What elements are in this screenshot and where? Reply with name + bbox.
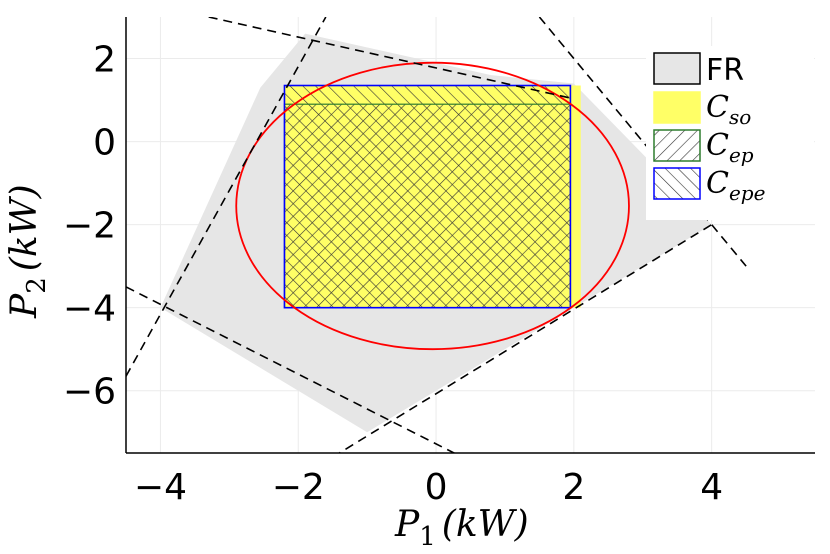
- x-tick-label-4: 4: [700, 467, 723, 508]
- legend-label-cso: Cso: [706, 90, 751, 129]
- legend: FR Cso Cep Cepe: [646, 46, 814, 220]
- plot-area: [126, 17, 747, 453]
- y-axis-label: P2 (kW): [4, 184, 52, 319]
- y-tick-label-2: −2: [63, 206, 116, 247]
- x-tick-label-0: −4: [134, 467, 187, 508]
- x-axis-label: P1 (kW): [394, 504, 529, 552]
- y-axis-label-main: P: [4, 293, 45, 319]
- legend-swatch-cep: [653, 129, 701, 162]
- y-axis-label-sub: 2: [22, 277, 52, 294]
- tick-labels: −4 −2 0 2 4 −6 −4 −2 0 2: [63, 40, 723, 508]
- boundary-line-4: [126, 17, 327, 377]
- x-tick-label-3: 2: [562, 467, 585, 508]
- boundary-line-0: [208, 17, 575, 100]
- boundary-line-2: [126, 286, 456, 453]
- x-tick-label-1: −2: [272, 467, 325, 508]
- y-axis-label-unit: (kW): [4, 184, 45, 271]
- x-axis-label-sub: 1: [419, 522, 436, 552]
- legend-label-fr: FR: [706, 53, 744, 88]
- y-tick-label-0: −6: [63, 372, 116, 413]
- axes: [125, 17, 815, 454]
- legend-swatch-fr: [653, 52, 701, 85]
- legend-swatch-cepe: [653, 167, 701, 200]
- y-tick-label-4: 2: [93, 40, 116, 81]
- rect-c-epe-outline: [283, 84, 572, 309]
- boundary-line-1: [538, 17, 747, 267]
- ellipse-boundary: [235, 61, 630, 351]
- legend-label-cep: Cep: [706, 128, 754, 167]
- rect-c-epe: [284, 85, 571, 308]
- x-tick-label-2: 0: [425, 467, 448, 508]
- y-tick-label-1: −4: [63, 289, 116, 330]
- y-tick-label-3: 0: [93, 123, 116, 164]
- x-axis-label-unit: (kW): [442, 504, 529, 545]
- x-axis-label-main: P: [394, 504, 420, 545]
- legend-swatch-cso: [653, 91, 701, 124]
- legend-label-cepe: Cepe: [706, 166, 765, 205]
